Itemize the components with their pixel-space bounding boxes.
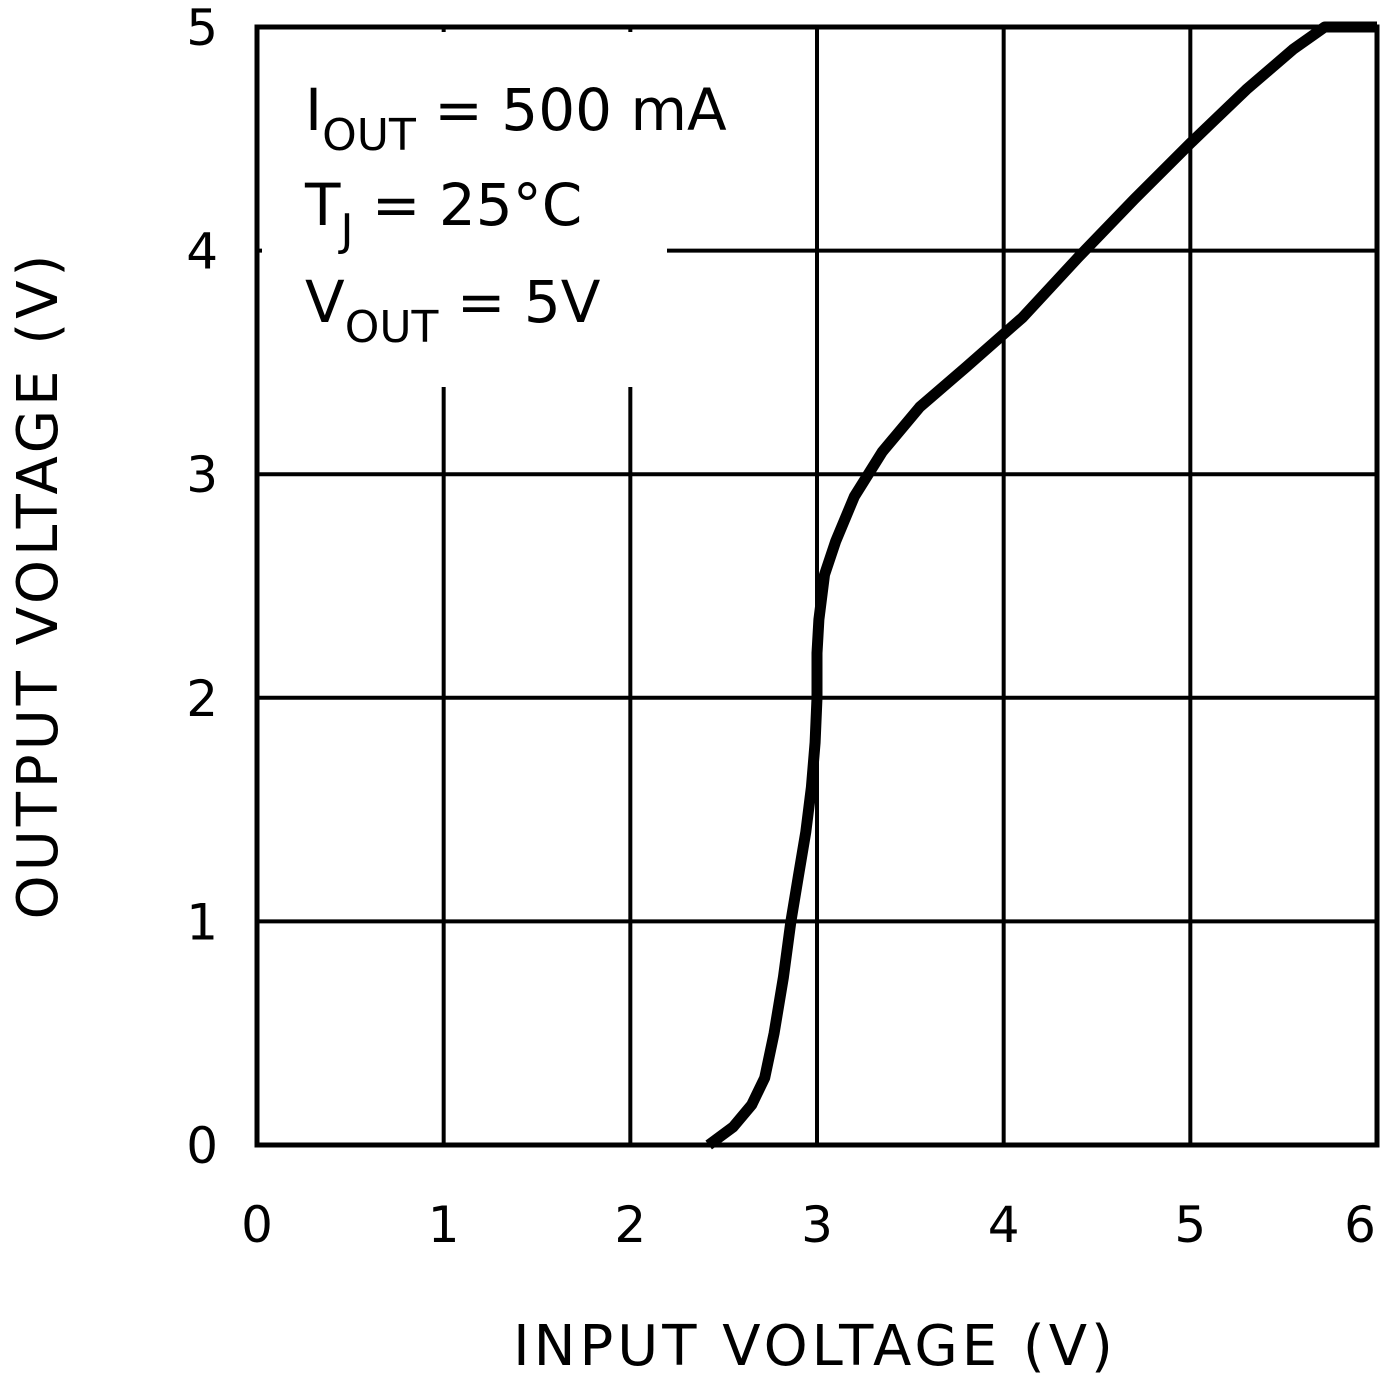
plot-frame	[254, 24, 1380, 1148]
annotation-line: TJ = 25°C	[304, 171, 582, 256]
x-tick-label: 0	[241, 1196, 273, 1254]
y-tick-label: 1	[186, 893, 218, 951]
y-tick-label: 4	[186, 223, 218, 281]
x-tick-label: 2	[614, 1196, 646, 1254]
x-tick-label: 4	[988, 1196, 1020, 1254]
y-tick-labels: 0 1 2 3 4 5	[186, 0, 218, 1175]
annotation-block: IOUT = 500 mA TJ = 25°C VOUT = 5V	[304, 76, 727, 353]
series-layer	[705, 21, 1377, 1150]
y-tick-label: 5	[186, 0, 218, 57]
x-tick-labels: 0 1 2 3 4 5 6	[241, 1196, 1376, 1254]
annotation-background	[262, 32, 667, 387]
y-tick-label: 2	[186, 670, 218, 728]
x-axis-title: INPUT VOLTAGE (V)	[513, 1314, 1117, 1376]
annotation-line: VOUT = 5V	[305, 268, 601, 353]
x-tick-label: 5	[1174, 1196, 1206, 1254]
annotation-line: IOUT = 500 mA	[305, 76, 727, 161]
y-tick-label: 0	[186, 1117, 218, 1175]
y-tick-label: 3	[186, 446, 218, 504]
x-tick-label: 3	[801, 1196, 833, 1254]
series-line	[705, 21, 1377, 1150]
x-tick-label: 6	[1344, 1196, 1376, 1254]
x-tick-label: 1	[428, 1196, 460, 1254]
y-axis-title: OUTPUT VOLTAGE (V)	[6, 251, 71, 920]
